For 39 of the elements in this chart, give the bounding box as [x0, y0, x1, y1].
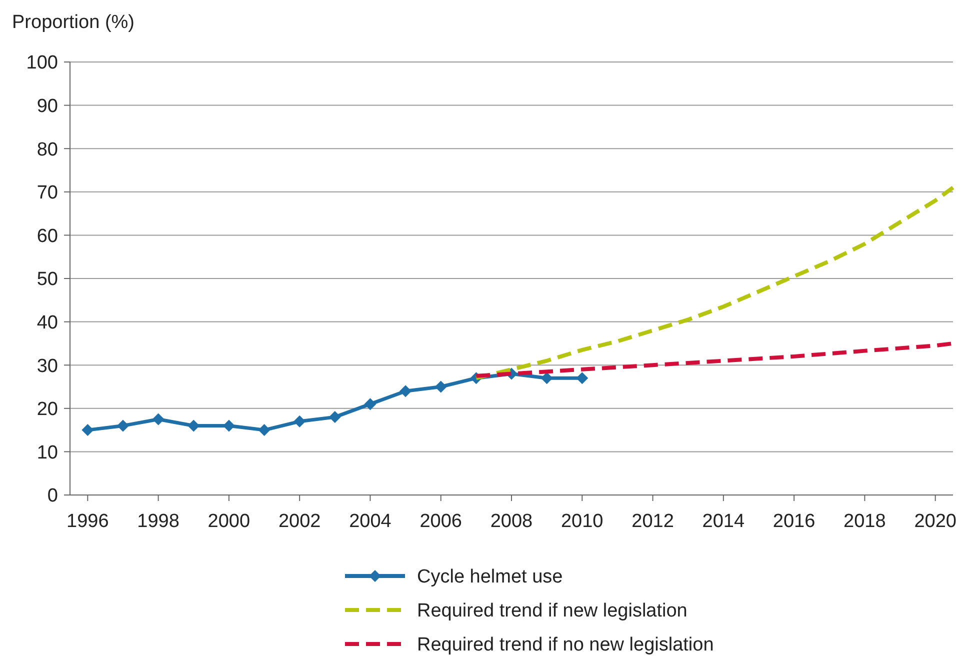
point — [116, 420, 129, 432]
x-tick-label: 2016 — [772, 511, 816, 532]
y-tick-label: 60 — [36, 226, 58, 247]
y-tick-label: 70 — [36, 182, 58, 204]
y-axis-title: Proportion (%) — [12, 12, 134, 33]
point — [82, 424, 94, 436]
x-tick-label: 2004 — [349, 511, 392, 532]
point — [540, 372, 553, 384]
y-tick-label: 40 — [36, 312, 58, 334]
legend-label: Cycle helmet use — [417, 566, 563, 588]
x-tick-label: 1996 — [66, 511, 109, 532]
y-tick-label: 90 — [36, 96, 58, 117]
legend-label: Required trend if no new legislation — [417, 634, 714, 656]
x-tick-label: 2008 — [490, 511, 533, 532]
point — [576, 372, 588, 384]
y-tick-label: 0 — [47, 486, 58, 507]
y-tick-label: 100 — [26, 52, 58, 74]
x-tick-label: 2002 — [278, 511, 321, 532]
x-tick-label: 1998 — [137, 511, 180, 532]
point — [400, 385, 412, 398]
x-tick-label: 2000 — [208, 511, 250, 532]
point — [434, 380, 447, 393]
point — [152, 413, 164, 426]
y-tick-label: 50 — [36, 269, 58, 290]
point — [364, 398, 376, 410]
x-tick-label: 2006 — [420, 511, 462, 532]
x-tick-label: 2012 — [632, 511, 674, 532]
y-tick-label: 30 — [36, 356, 58, 377]
x-tick-label: 2018 — [844, 511, 886, 532]
legend-label: Required trend if new legislation — [417, 600, 688, 622]
point — [328, 411, 341, 424]
y-tick-label: 80 — [36, 139, 58, 160]
y-tick-label: 10 — [36, 442, 58, 464]
point — [294, 415, 306, 428]
x-tick-label: 2014 — [702, 511, 745, 532]
x-tick-label: 2010 — [561, 511, 604, 532]
y-tick-label: 20 — [36, 399, 58, 420]
x-tick-label: 2020 — [914, 511, 956, 532]
point — [258, 424, 270, 436]
